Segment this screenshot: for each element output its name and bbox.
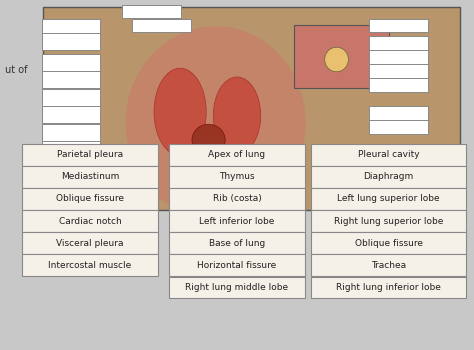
FancyBboxPatch shape	[311, 232, 466, 254]
FancyBboxPatch shape	[22, 166, 158, 188]
FancyBboxPatch shape	[22, 188, 158, 210]
FancyBboxPatch shape	[42, 106, 100, 123]
Text: Left inferior lobe: Left inferior lobe	[199, 217, 275, 225]
Text: Visceral pleura: Visceral pleura	[56, 239, 124, 247]
Ellipse shape	[192, 124, 225, 156]
FancyBboxPatch shape	[311, 166, 466, 188]
Text: Cardiac notch: Cardiac notch	[59, 217, 121, 225]
FancyBboxPatch shape	[22, 254, 158, 276]
FancyBboxPatch shape	[311, 276, 466, 298]
FancyBboxPatch shape	[42, 176, 100, 193]
Text: Diaphragm: Diaphragm	[364, 173, 414, 181]
FancyBboxPatch shape	[42, 33, 100, 50]
FancyBboxPatch shape	[294, 25, 389, 88]
Text: Horizontal fissure: Horizontal fissure	[197, 261, 277, 270]
FancyBboxPatch shape	[43, 7, 460, 210]
FancyBboxPatch shape	[311, 210, 466, 232]
Text: Oblique fissure: Oblique fissure	[355, 239, 423, 247]
FancyBboxPatch shape	[169, 276, 305, 298]
Text: Pleural cavity: Pleural cavity	[358, 150, 419, 159]
Text: Mediastinum: Mediastinum	[61, 173, 119, 181]
Text: Intercostal muscle: Intercostal muscle	[48, 261, 132, 270]
Text: Left lung superior lobe: Left lung superior lobe	[337, 195, 440, 203]
FancyBboxPatch shape	[42, 159, 100, 176]
FancyBboxPatch shape	[22, 210, 158, 232]
Text: Parietal pleura: Parietal pleura	[57, 150, 123, 159]
Text: Right lung superior lobe: Right lung superior lobe	[334, 217, 443, 225]
FancyBboxPatch shape	[42, 124, 100, 141]
FancyBboxPatch shape	[169, 166, 305, 188]
FancyBboxPatch shape	[311, 254, 466, 276]
Ellipse shape	[126, 26, 306, 219]
FancyBboxPatch shape	[311, 188, 466, 210]
Text: Oblique fissure: Oblique fissure	[56, 195, 124, 203]
FancyBboxPatch shape	[369, 19, 428, 32]
FancyBboxPatch shape	[369, 50, 428, 64]
FancyBboxPatch shape	[169, 188, 305, 210]
Text: Trachea: Trachea	[371, 261, 406, 270]
FancyBboxPatch shape	[132, 19, 191, 32]
FancyBboxPatch shape	[122, 5, 181, 18]
FancyBboxPatch shape	[369, 106, 428, 120]
FancyBboxPatch shape	[246, 194, 304, 207]
FancyBboxPatch shape	[42, 141, 100, 158]
Text: ut of: ut of	[5, 65, 27, 75]
FancyBboxPatch shape	[42, 89, 100, 106]
Ellipse shape	[325, 47, 348, 72]
FancyBboxPatch shape	[169, 144, 305, 166]
FancyBboxPatch shape	[169, 210, 305, 232]
FancyBboxPatch shape	[42, 19, 100, 36]
Ellipse shape	[213, 77, 261, 154]
FancyBboxPatch shape	[369, 64, 428, 78]
Text: Thymus: Thymus	[219, 173, 255, 181]
FancyBboxPatch shape	[22, 232, 158, 254]
FancyBboxPatch shape	[169, 254, 305, 276]
FancyBboxPatch shape	[369, 120, 428, 134]
FancyBboxPatch shape	[369, 78, 428, 92]
Text: Apex of lung: Apex of lung	[209, 150, 265, 159]
Text: Right lung middle lobe: Right lung middle lobe	[185, 283, 289, 292]
FancyBboxPatch shape	[369, 36, 428, 50]
FancyBboxPatch shape	[311, 144, 466, 166]
FancyBboxPatch shape	[169, 232, 305, 254]
Text: Right lung inferior lobe: Right lung inferior lobe	[336, 283, 441, 292]
Text: Base of lung: Base of lung	[209, 239, 265, 247]
FancyBboxPatch shape	[22, 144, 158, 166]
Text: Rib (costa): Rib (costa)	[213, 195, 261, 203]
Ellipse shape	[154, 68, 206, 156]
FancyBboxPatch shape	[179, 184, 238, 197]
FancyBboxPatch shape	[42, 54, 100, 71]
FancyBboxPatch shape	[42, 71, 100, 88]
